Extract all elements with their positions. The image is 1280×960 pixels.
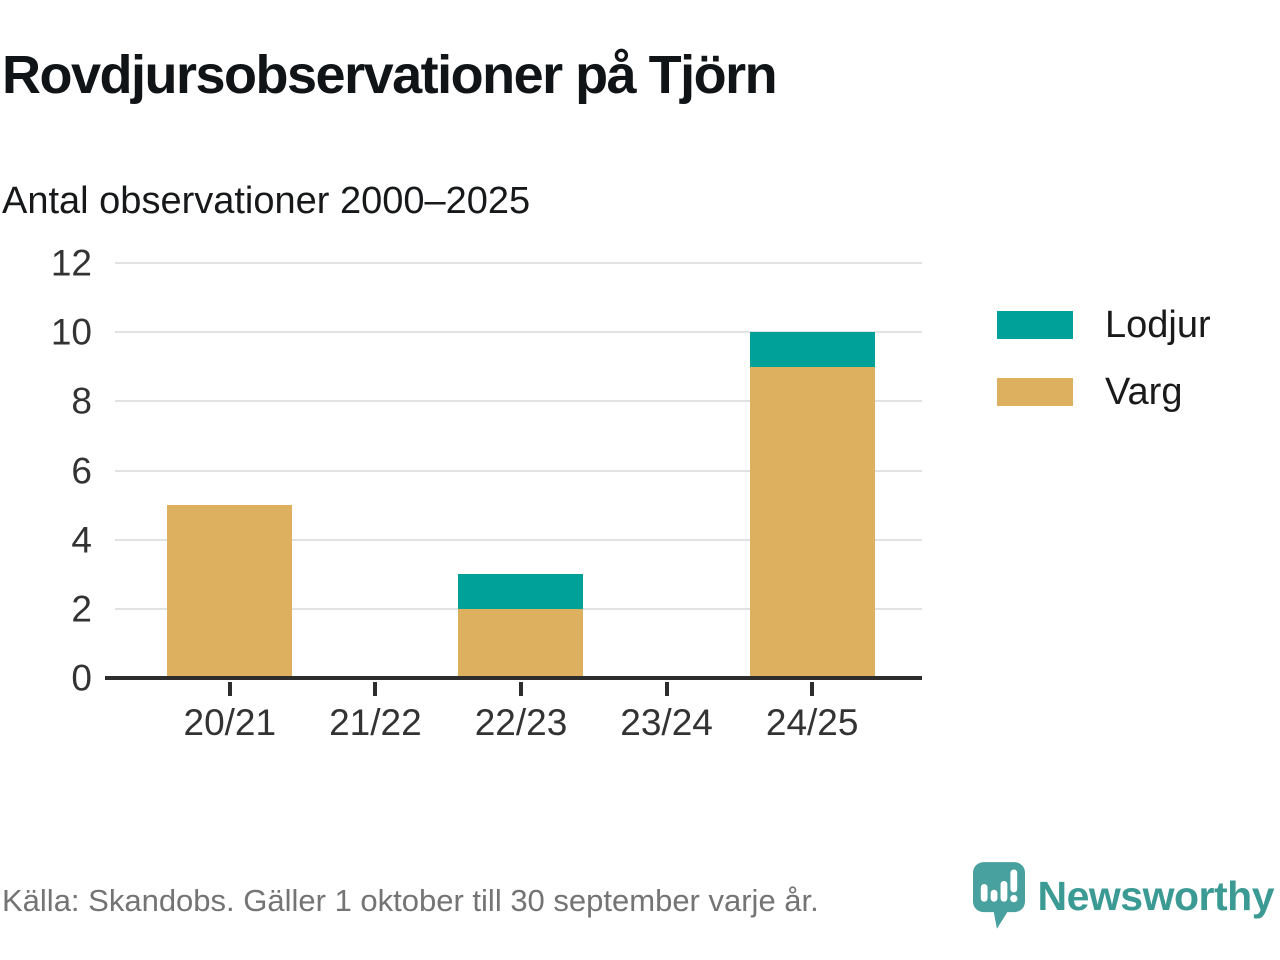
y-tick-label: 2	[71, 588, 92, 630]
legend-swatch-lodjur	[997, 311, 1073, 339]
legend-label-lodjur: Lodjur	[1105, 304, 1211, 346]
newsworthy-logo-icon	[972, 862, 1025, 929]
bar-segment-lodjur	[458, 574, 584, 609]
bar-slot	[739, 263, 885, 678]
bar-slot	[594, 263, 740, 678]
bar-segment-lodjur	[749, 332, 875, 367]
bar-stack-24-25	[749, 263, 875, 678]
source-note: Källa: Skandobs. Gäller 1 oktober till 3…	[2, 883, 819, 918]
brand-name: Newsworthy	[1037, 873, 1275, 919]
x-tick-slot	[157, 682, 303, 696]
x-tick	[518, 682, 523, 696]
y-tick-label: 10	[50, 311, 92, 353]
legend-swatch-varg	[997, 378, 1073, 406]
x-tick-label: 24/25	[765, 702, 859, 743]
y-tick-label: 4	[71, 519, 92, 561]
x-tick	[664, 682, 669, 696]
gridline	[115, 400, 922, 403]
x-tick-label: 22/23	[474, 702, 568, 743]
bar-slot	[448, 263, 594, 678]
bar-stack-22-23	[458, 263, 584, 678]
y-tick-label: 6	[71, 450, 92, 491]
bars-region	[157, 263, 885, 678]
x-tick	[810, 682, 815, 696]
y-tick-label: 12	[50, 242, 92, 284]
x-tick-label: 23/24	[620, 702, 713, 743]
chart-subtitle: Antal observationer 2000–2025	[2, 180, 531, 222]
bar-segment-varg	[458, 608, 584, 678]
x-tick	[373, 682, 378, 696]
legend-item-lodjur: Lodjur	[997, 306, 1211, 344]
chart-title: Rovdjursobservationer på Tjörn	[2, 45, 778, 105]
legend-label-varg: Varg	[1105, 371, 1183, 413]
brand: Newsworthy	[972, 862, 1275, 932]
x-ticks-region	[157, 682, 885, 696]
bar-slot	[303, 263, 449, 678]
x-tick-slot	[448, 682, 594, 696]
y-axis: 0 2 4 6 8 10 12	[0, 245, 92, 697]
gridline	[115, 262, 922, 264]
bar-segment-varg	[749, 366, 875, 678]
legend-item-varg: Varg	[997, 373, 1211, 411]
gridline	[115, 331, 922, 334]
bar-segment-varg	[167, 505, 293, 678]
x-tick-slot	[739, 682, 885, 696]
y-tick-label: 8	[71, 380, 92, 422]
legend: Lodjur Varg	[997, 306, 1211, 440]
x-labels-region: 20/21 21/22 22/23 23/24 24/25	[157, 702, 885, 744]
x-axis-line	[105, 676, 922, 680]
x-tick-slot	[594, 682, 740, 696]
bar-stack-20-21	[167, 263, 293, 678]
bar-slot	[157, 263, 303, 678]
gridline	[115, 469, 922, 472]
plot-area	[105, 262, 922, 680]
x-tick-label: 20/21	[183, 702, 277, 743]
bar-stack-23-24	[604, 263, 729, 678]
x-tick-slot	[303, 682, 449, 696]
bar-stack-21-22	[313, 263, 438, 678]
x-tick-label: 21/22	[329, 702, 422, 743]
gridline	[115, 538, 922, 541]
x-axis: 20/21 21/22 22/23 23/24 24/25	[115, 680, 922, 760]
y-tick-label: 0	[71, 657, 92, 699]
x-tick	[227, 682, 232, 696]
